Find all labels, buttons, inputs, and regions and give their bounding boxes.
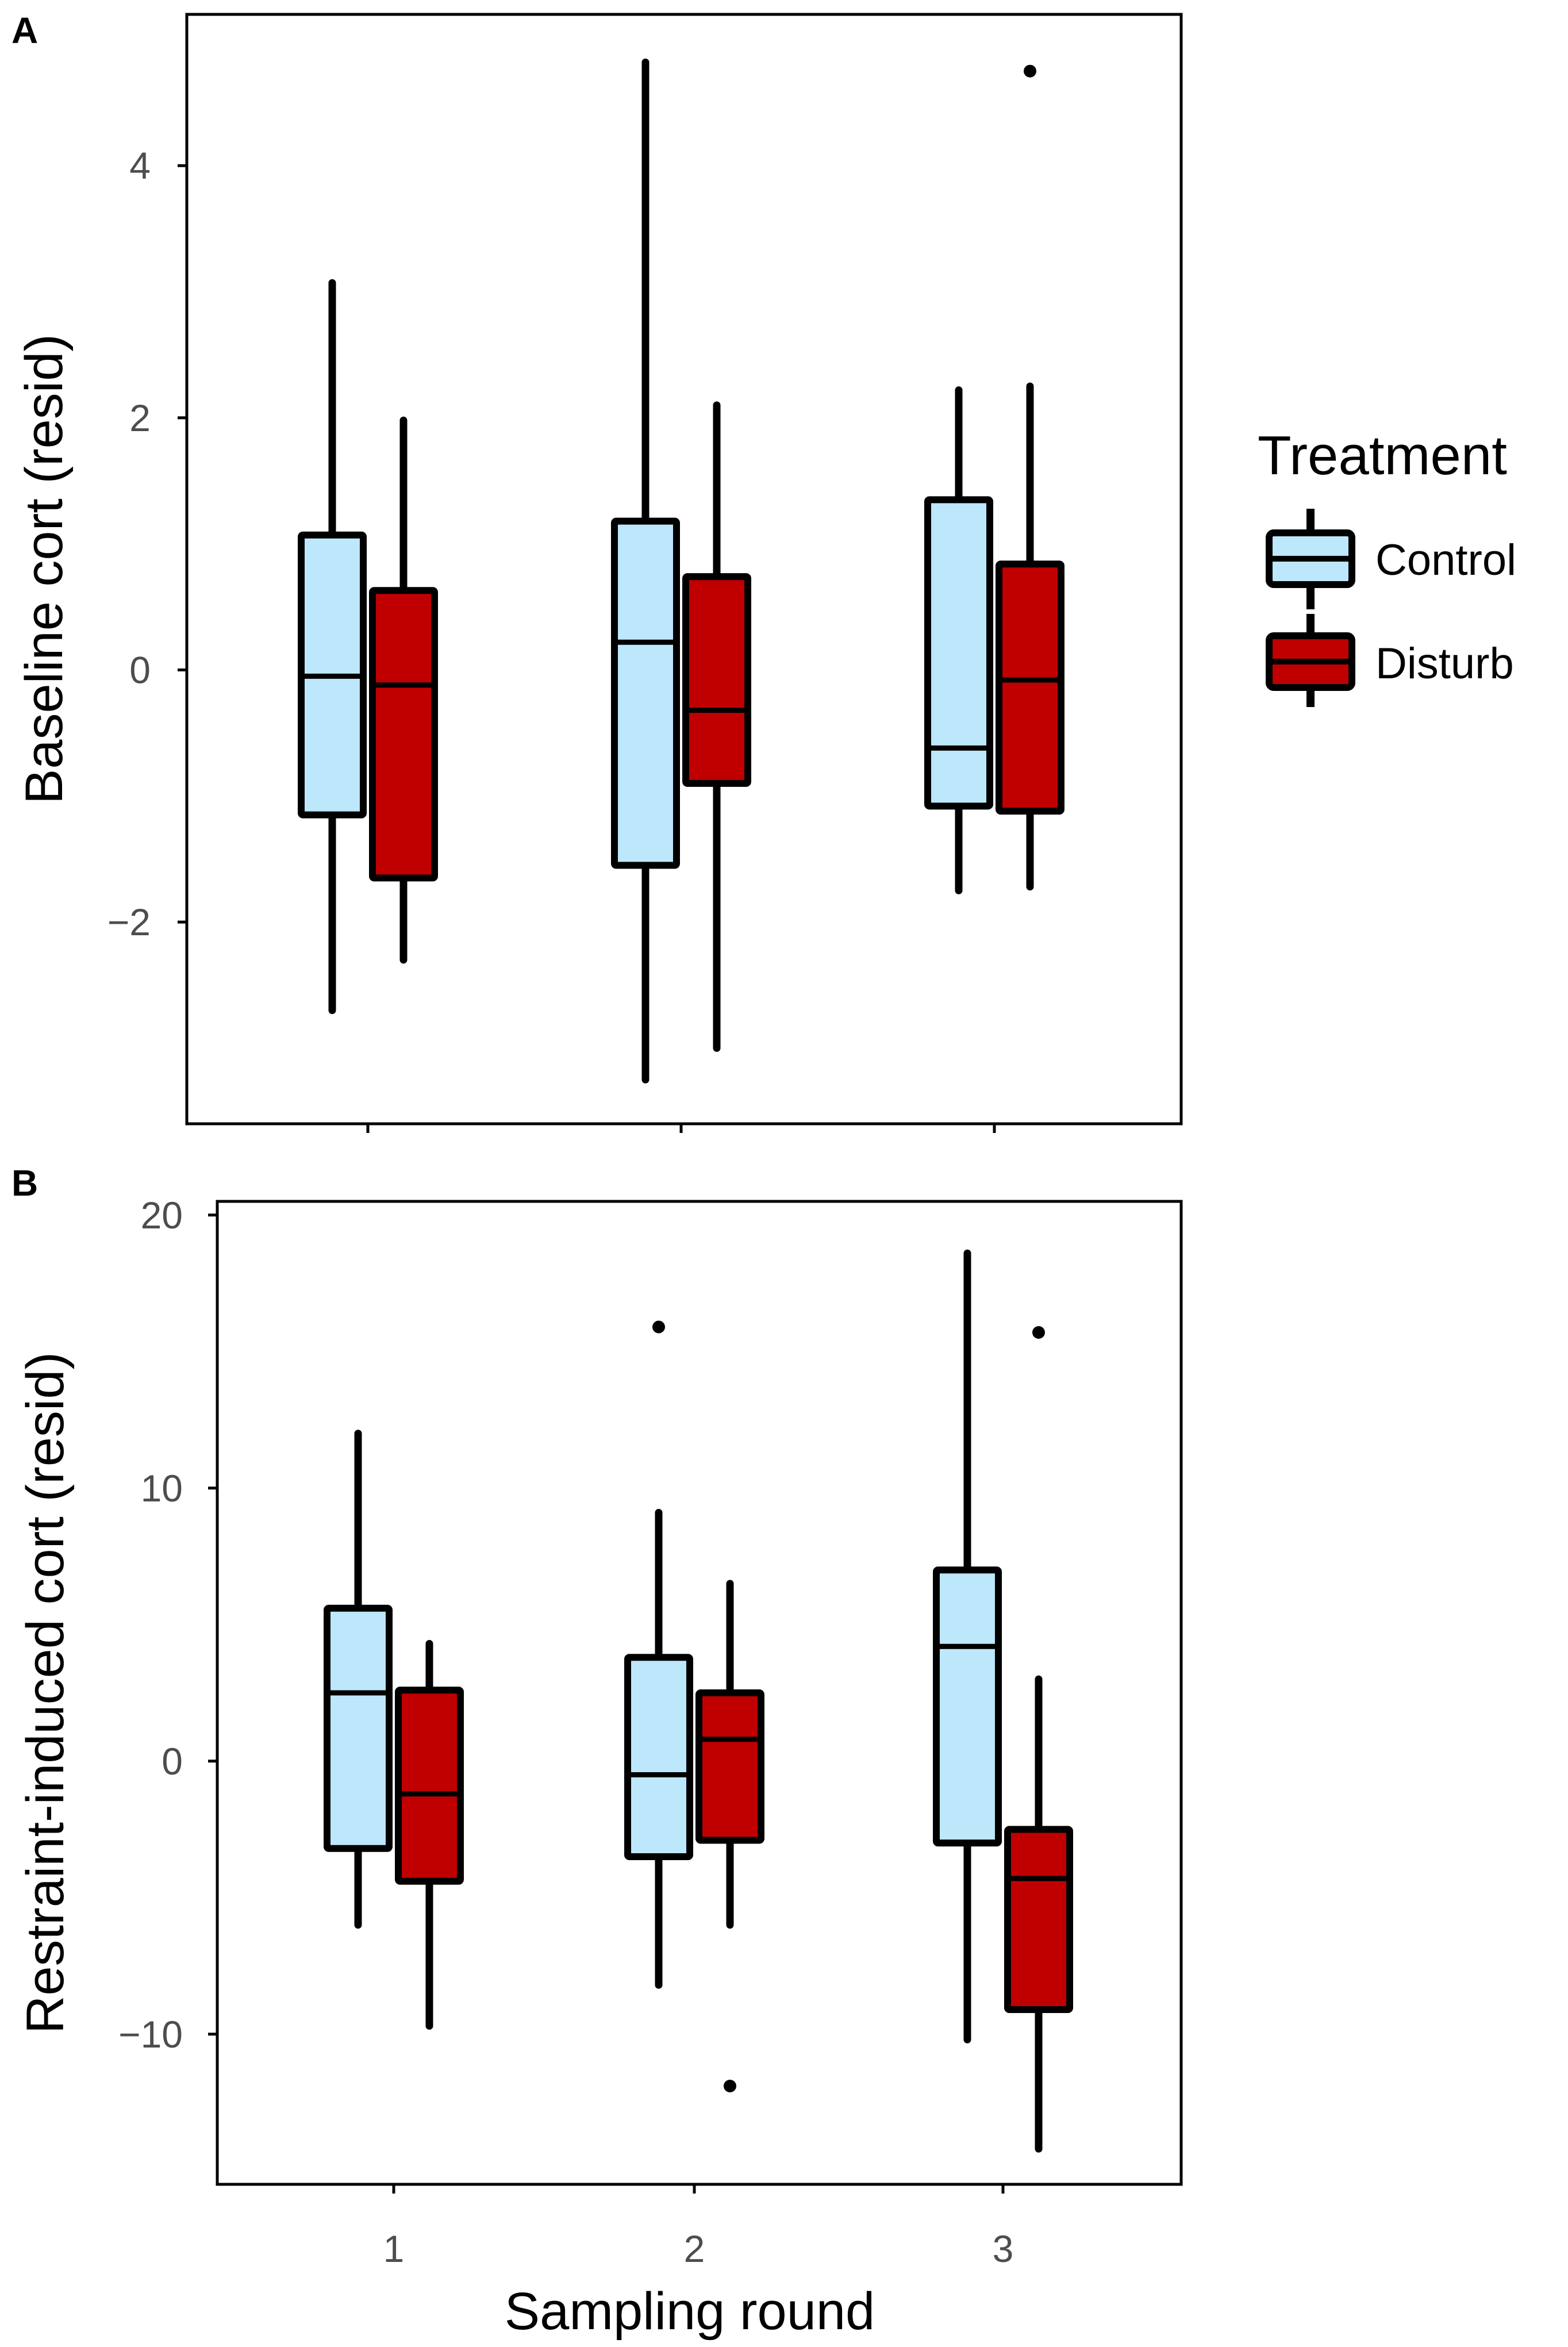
y-tick-label: 20 <box>141 1194 183 1236</box>
panel-a-label: A <box>11 10 38 51</box>
control-round-2-box <box>624 1654 693 1860</box>
x-tick-label: 2 <box>684 2227 705 2270</box>
legend-label-disturb: Disturb <box>1375 639 1514 688</box>
panel-b-label: B <box>11 1162 38 1204</box>
legend-label-control: Control <box>1375 536 1516 585</box>
panel-b-y-axis: −10 0 10 20 <box>118 1194 217 2056</box>
panel-b-plot-border <box>216 1200 1183 2186</box>
panel-b-boxes <box>324 1249 1073 2153</box>
disturb-round-1-box <box>369 587 438 882</box>
disturb-round-2-box <box>695 1689 764 1844</box>
y-tick-label: −10 <box>118 2013 183 2056</box>
panel-b-y-axis-title: Restraint-induced cort (resid) <box>16 1352 75 2034</box>
panel-b: B −10 0 10 20 1 2 3 Restraint-induced cort (r… <box>11 1162 1183 2341</box>
panel-b-x-axis-title: Sampling round <box>505 2282 875 2341</box>
control-round-1-box <box>324 1604 393 1852</box>
y-tick-label: 10 <box>141 1467 183 1509</box>
y-tick-label: 0 <box>162 1740 183 1783</box>
panel-a-y-axis-title: Baseline cort (resid) <box>15 334 74 804</box>
legend-item-control: Control <box>1266 509 1516 609</box>
disturb-round-3-outlier <box>1032 1326 1045 1339</box>
panel-b-x-axis: 1 2 3 <box>383 2184 1014 2270</box>
panel-a-plot-border <box>185 13 1183 1126</box>
legend-title: Treatment <box>1258 425 1507 486</box>
legend-item-disturb: Disturb <box>1266 614 1514 707</box>
panel-a-x-axis <box>366 1124 996 1133</box>
control-round-2-outlier <box>652 1320 665 1334</box>
y-tick-label: −2 <box>107 901 151 943</box>
disturb-round-3-box <box>1004 1826 1073 2013</box>
y-tick-label: 4 <box>129 144 151 187</box>
x-tick-label: 3 <box>993 2227 1014 2270</box>
disturb-round-2-outlier <box>724 2080 736 2092</box>
legend: Treatment Control Disturb <box>1258 425 1516 707</box>
control-round-3-box <box>924 496 993 810</box>
disturb-round-3-box <box>996 560 1064 815</box>
control-round-3-box <box>933 1566 1002 1847</box>
x-tick-label: 1 <box>383 2227 405 2270</box>
y-tick-label: 0 <box>129 648 151 691</box>
panel-a-boxes <box>298 58 1064 1084</box>
disturb-round-1-box <box>395 1687 464 1885</box>
panel-a: A −2 0 2 4 Baseline cort (resid) <box>11 10 1183 1133</box>
disturb-round-3-outlier <box>1024 64 1036 78</box>
panel-a-y-axis: −2 0 2 4 <box>107 144 187 943</box>
disturb-round-2-box <box>682 573 751 787</box>
control-round-2-box <box>611 517 680 869</box>
y-tick-label: 2 <box>129 397 151 439</box>
